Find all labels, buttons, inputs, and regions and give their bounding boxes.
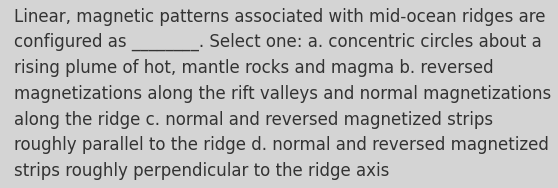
Text: Linear, magnetic patterns associated with mid-ocean ridges are
configured as ___: Linear, magnetic patterns associated wit… bbox=[14, 8, 551, 180]
